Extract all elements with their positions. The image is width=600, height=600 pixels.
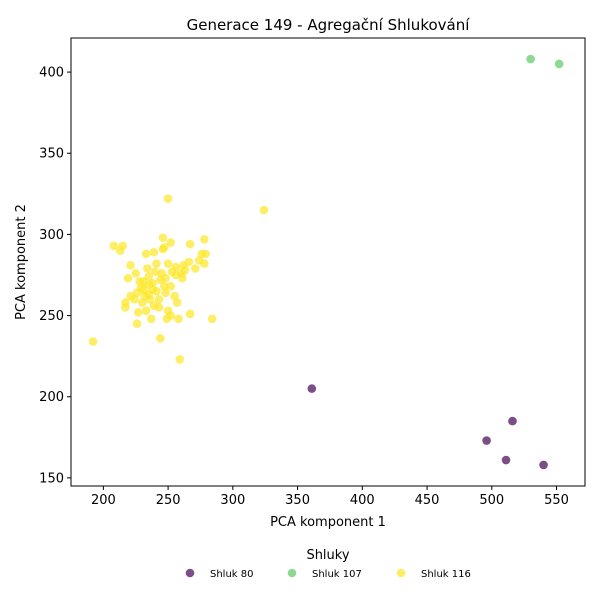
data-point — [132, 319, 142, 328]
data-point — [150, 267, 160, 277]
legend-label: Shluk 80 — [210, 569, 254, 580]
data-point — [144, 280, 153, 290]
x-axis-label: PCA komponent 1 — [270, 515, 386, 530]
data-point — [115, 246, 125, 255]
y-axis-label: PCA komponent 2 — [14, 204, 29, 320]
data-point — [145, 295, 155, 304]
data-point — [172, 298, 182, 307]
data-point — [170, 291, 179, 301]
data-point — [141, 306, 151, 315]
x-tick-label: 400 — [350, 493, 375, 508]
data-point — [159, 243, 169, 252]
data-point — [307, 384, 317, 393]
data-point — [161, 288, 170, 298]
data-point — [154, 303, 164, 312]
plot-area — [88, 54, 564, 470]
data-point — [126, 291, 135, 301]
legend-item: Shluk 107 — [287, 568, 362, 580]
data-point — [166, 282, 175, 291]
y-tick-label: 200 — [39, 390, 64, 405]
x-tick-label: 450 — [415, 493, 440, 508]
data-point — [526, 54, 535, 64]
data-point — [259, 205, 269, 215]
data-point — [166, 311, 175, 320]
data-point — [200, 234, 209, 244]
legend-item: Shluk 80 — [185, 568, 254, 580]
data-point — [201, 249, 210, 259]
data-point — [154, 295, 164, 304]
data-point — [207, 314, 217, 324]
data-point — [126, 260, 135, 270]
y-tick-label: 300 — [39, 228, 64, 243]
data-point — [174, 314, 183, 324]
data-point — [152, 259, 161, 268]
data-point — [131, 269, 141, 278]
data-point — [554, 59, 564, 69]
x-tick-label: 300 — [220, 493, 245, 508]
y-tick-label: 150 — [39, 471, 64, 486]
data-point — [132, 288, 142, 298]
chart-title: Generace 149 - Agregační Shlukování — [187, 16, 471, 34]
data-point — [171, 270, 181, 280]
plot-frame — [70, 37, 586, 487]
data-point — [482, 436, 491, 445]
data-point — [123, 273, 133, 283]
y-tick-label: 250 — [39, 309, 64, 324]
data-point — [185, 239, 195, 249]
data-point — [161, 273, 170, 283]
data-point — [200, 259, 209, 268]
data-point — [180, 265, 190, 275]
legend-label: Shluk 116 — [421, 569, 471, 580]
data-point — [156, 333, 165, 343]
series-shluk-116 — [88, 194, 269, 364]
series-shluk-80 — [307, 384, 548, 470]
data-point — [158, 233, 168, 242]
data-point — [146, 314, 156, 324]
x-tick-label: 550 — [544, 493, 569, 508]
y-tick-label: 350 — [39, 147, 64, 162]
data-point — [166, 238, 175, 247]
axes: 200 250 300 350 400 450 500 550 150 200 250 300 350 4… — [39, 66, 569, 508]
legend-label: Shluk 107 — [312, 569, 362, 580]
legend-marker — [185, 568, 195, 578]
legend-marker — [287, 568, 297, 578]
legend: Shluk 80 Shluk 107 Shluk 116 — [185, 568, 471, 580]
data-point — [137, 298, 147, 307]
data-point — [121, 303, 130, 312]
data-point — [190, 264, 200, 273]
x-tick-label: 350 — [285, 493, 310, 508]
y-tick-label: 400 — [39, 66, 64, 81]
data-point — [159, 282, 169, 291]
x-tick-label: 500 — [479, 493, 504, 508]
data-point — [185, 309, 195, 319]
data-point — [178, 273, 187, 283]
x-tick-label: 200 — [91, 493, 116, 508]
legend-title: Shluky — [306, 548, 349, 563]
data-point — [134, 308, 143, 317]
data-point — [149, 247, 159, 257]
data-point — [508, 416, 517, 426]
legend-item: Shluk 116 — [396, 568, 471, 580]
data-point — [109, 241, 119, 251]
data-point — [163, 194, 173, 203]
data-point — [141, 249, 151, 259]
data-point — [501, 455, 511, 465]
series-shluk-107 — [526, 54, 564, 69]
x-tick-label: 250 — [156, 493, 181, 508]
data-point — [143, 264, 152, 273]
data-point — [539, 460, 548, 470]
legend-marker — [396, 568, 406, 578]
data-point — [175, 355, 185, 364]
data-point — [163, 259, 173, 268]
data-point — [88, 337, 98, 346]
